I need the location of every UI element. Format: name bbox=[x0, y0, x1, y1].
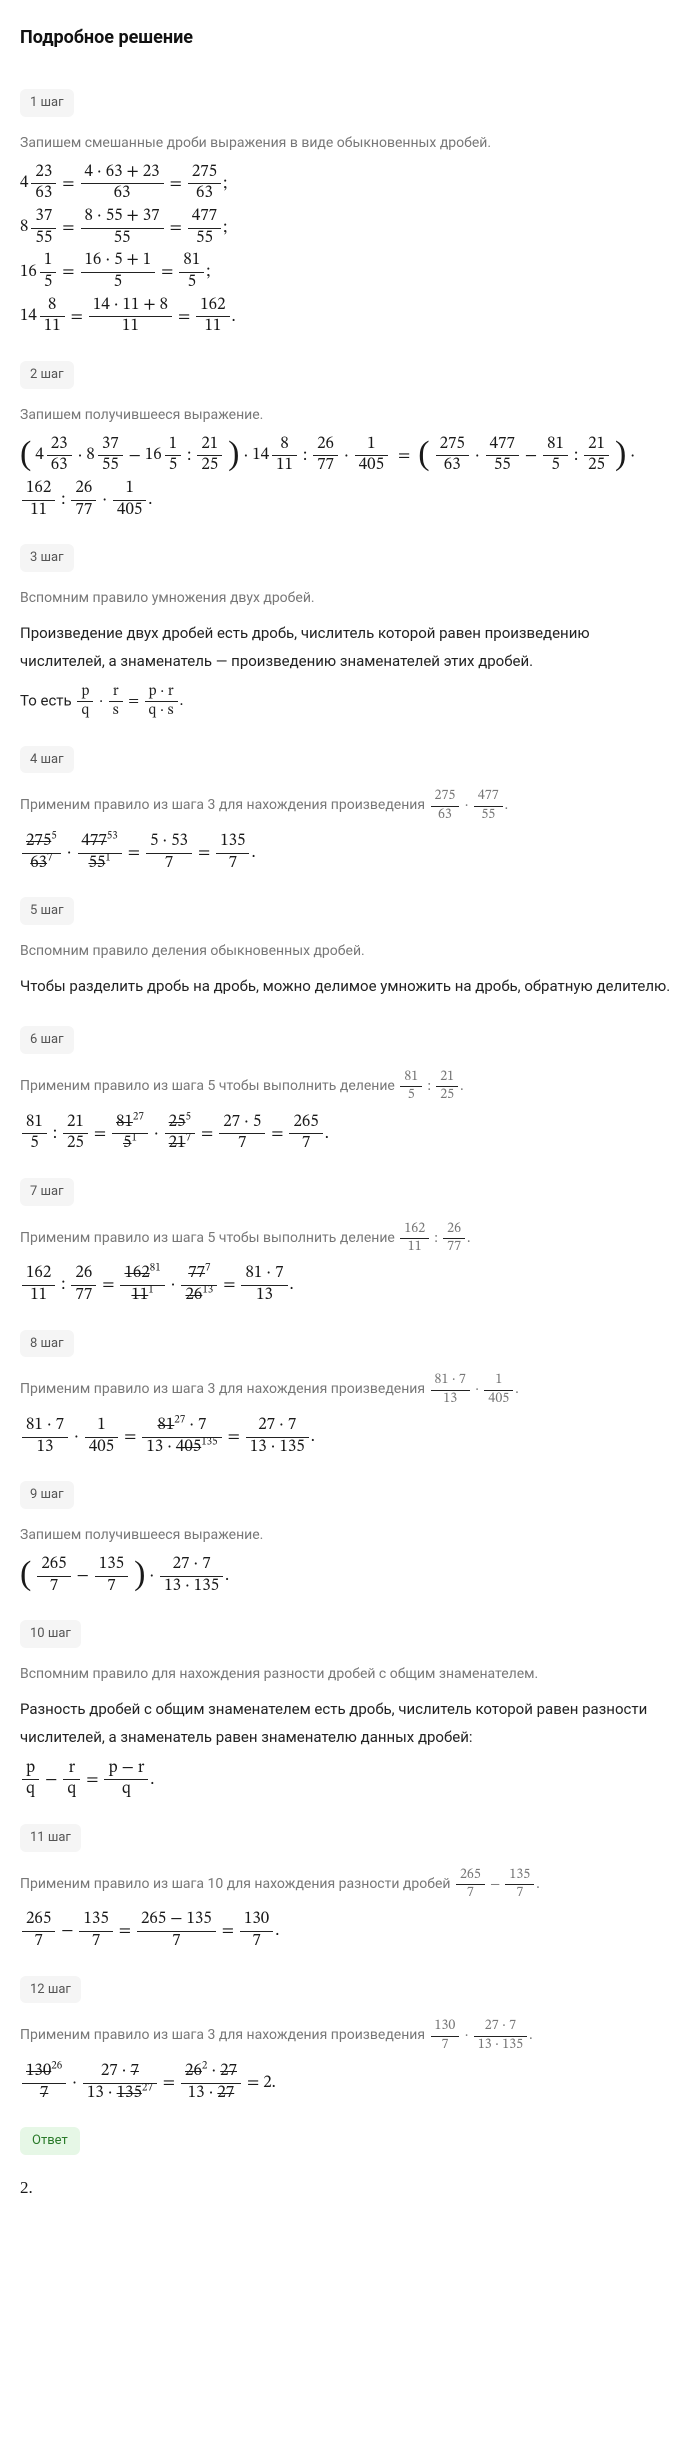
step8-math: 81 · 713 · 1405 = 8127 · 7 13 · 405135 =… bbox=[20, 1417, 675, 1457]
step7-math: 16211 : 2677 = 16281111 · 7772613 = 81 ·… bbox=[20, 1265, 675, 1305]
step-chip-3: 3 шаг bbox=[20, 544, 74, 572]
step1-math: 42363 = 4 · 63 + 2363 = 27563; 83755 = 8… bbox=[20, 164, 675, 338]
step-chip-10: 10 шаг bbox=[20, 1620, 81, 1648]
step-chip-12: 12 шаг bbox=[20, 1976, 81, 2004]
step9-math: ( 2657 − 1357 ) · 27 · 713 · 135. bbox=[20, 1556, 675, 1596]
answer-value: 2. bbox=[20, 2175, 675, 2201]
step8-desc: Применим правило из шага 3 для нахождени… bbox=[20, 1373, 675, 1407]
step3-rule-text: Произведение двух дробей есть дробь, чис… bbox=[20, 619, 675, 676]
step5-rule-text: Чтобы разделить дробь на дробь, можно де… bbox=[20, 972, 675, 1001]
step9-desc: Запишем получившееся выражение. bbox=[20, 1525, 675, 1546]
page-title: Подробное решение bbox=[20, 24, 675, 51]
step11-desc: Применим правило из шага 10 для нахожден… bbox=[20, 1868, 675, 1902]
step-chip-9: 9 шаг bbox=[20, 1481, 74, 1509]
step7-desc: Применим правило из шага 5 чтобы выполни… bbox=[20, 1222, 675, 1256]
step12-desc: Применим правило из шага 3 для нахождени… bbox=[20, 2019, 675, 2053]
step-chip-6: 6 шаг bbox=[20, 1026, 74, 1054]
step11-math: 2657 − 1357 = 265 − 1357 = 1307. bbox=[20, 1911, 675, 1951]
step6-desc: Применим правило из шага 5 чтобы выполни… bbox=[20, 1070, 675, 1104]
step6-math: 815 : 2125 = 812751 · 255217 = 27 · 57 =… bbox=[20, 1114, 675, 1154]
step-chip-2: 2 шаг bbox=[20, 361, 74, 389]
step2-desc: Запишем получившееся выражение. bbox=[20, 405, 675, 426]
step-chip-7: 7 шаг bbox=[20, 1178, 74, 1206]
answer-chip: Ответ bbox=[20, 2127, 80, 2155]
step4-desc: Применим правило из шага 3 для нахождени… bbox=[20, 789, 675, 823]
step3-rule-formula: То есть pq · rs = p · rq · s. bbox=[20, 684, 675, 720]
step-chip-1: 1 шаг bbox=[20, 89, 74, 117]
step10-desc: Вспомним правило для нахождения разности… bbox=[20, 1664, 675, 1685]
step5-desc: Вспомним правило деления обыкновенных др… bbox=[20, 941, 675, 962]
step10-rule-formula: pq − rq = p − rq. bbox=[20, 1760, 675, 1800]
step-chip-4: 4 шаг bbox=[20, 746, 74, 774]
step10-rule-text: Разность дробей с общим знаменателем ест… bbox=[20, 1695, 675, 1752]
step-chip-11: 11 шаг bbox=[20, 1824, 81, 1852]
step2-math: ( 42363 · 83755 − 1615 : 2125 ) · 14811 … bbox=[20, 436, 675, 521]
step-chip-8: 8 шаг bbox=[20, 1330, 74, 1358]
step3-desc: Вспомним правило умножения двух дробей. bbox=[20, 588, 675, 609]
step-chip-5: 5 шаг bbox=[20, 897, 74, 925]
step12-math: 130267 · 27 · 713 · 13527 = 262 · 27 13 … bbox=[20, 2063, 675, 2103]
step4-math: 2755637 · 47753551 = 5 · 537 = 1357. bbox=[20, 833, 675, 873]
step1-desc: Запишем смешанные дроби выражения в виде… bbox=[20, 133, 675, 154]
